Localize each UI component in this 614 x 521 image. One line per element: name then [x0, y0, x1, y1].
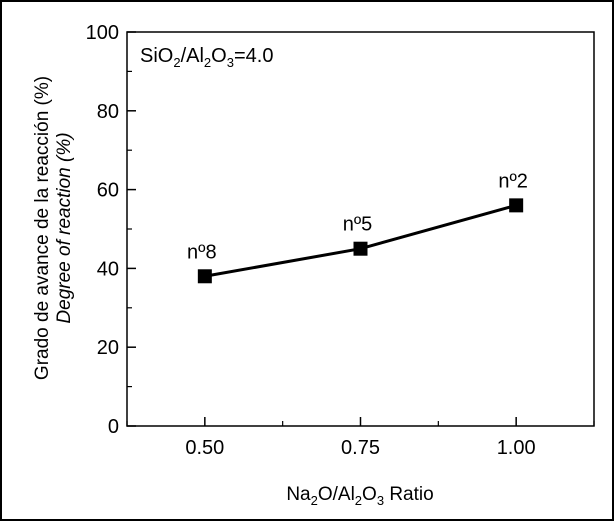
ratio-annotation: SiO2/Al2O3=4.0	[140, 45, 273, 70]
data-point	[509, 198, 524, 213]
data-point	[353, 241, 368, 256]
x-tick-label: 0.50	[185, 437, 224, 459]
data-point	[197, 269, 212, 284]
y-tick-label: 0	[108, 416, 119, 438]
point-label: nº2	[498, 170, 528, 192]
y-tick-label: 80	[97, 101, 119, 123]
tick-labels: 0 20 40 60 80 100 0.50 0.75 1.00	[86, 22, 536, 459]
y-tick-label: 100	[86, 22, 119, 44]
x-axis-label: Na2O/Al2O3 Ratio	[286, 484, 433, 508]
y-axis-label: Grado de avance de la reacción (%)	[32, 76, 53, 380]
point-label: nº8	[187, 241, 217, 263]
y-tick-label: 60	[97, 180, 119, 202]
x-tick-label: 1.00	[497, 437, 536, 459]
y-tick-label: 20	[97, 337, 119, 359]
y-axis-label-english: Degree of reaction (%)	[54, 132, 75, 323]
x-tick-label: 0.75	[341, 437, 380, 459]
y-tick-label: 40	[97, 258, 119, 280]
axis-ticks	[126, 31, 595, 427]
series-layer: nº8 nº5 nº2	[187, 170, 528, 284]
point-label: nº5	[343, 214, 373, 236]
